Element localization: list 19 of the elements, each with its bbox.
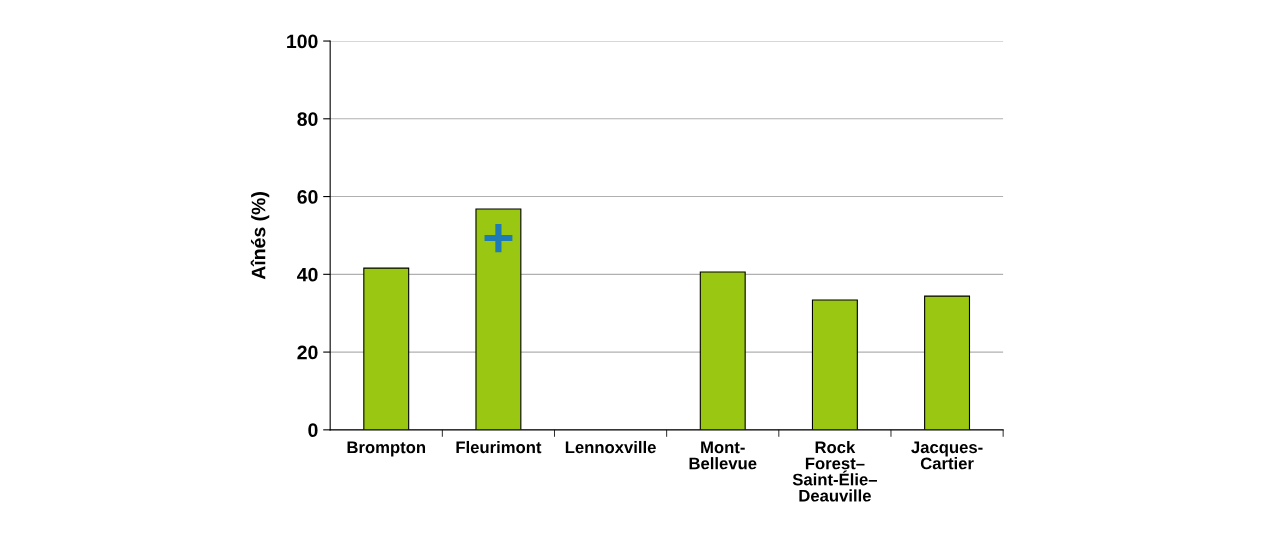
x-tick-label: Lennoxville xyxy=(565,440,656,454)
y-tick-label: 40 xyxy=(297,267,318,282)
y-tick-label: 60 xyxy=(297,190,318,204)
annotation: + xyxy=(484,223,513,253)
x-tick-label: Jacques- Cartier xyxy=(911,441,983,470)
bar xyxy=(699,271,746,430)
bar xyxy=(475,208,522,430)
y-tick-label: 80 xyxy=(297,112,318,127)
y-axis-title: Aînés (%) xyxy=(250,192,270,280)
y-tick-label: 0 xyxy=(308,423,318,438)
y-tick-label: 20 xyxy=(297,345,318,360)
x-tick-label: Mont- Bellevue xyxy=(689,441,757,470)
bar xyxy=(924,295,971,430)
y-tick-label: 100 xyxy=(287,34,318,49)
x-tick-label: Fleurimont xyxy=(456,440,542,454)
bar xyxy=(811,299,858,430)
x-tick-label: Brompton xyxy=(347,441,426,457)
x-tick-label: Rock Forest– Saint-Élie– Deauville xyxy=(792,440,877,502)
bar xyxy=(363,267,410,430)
